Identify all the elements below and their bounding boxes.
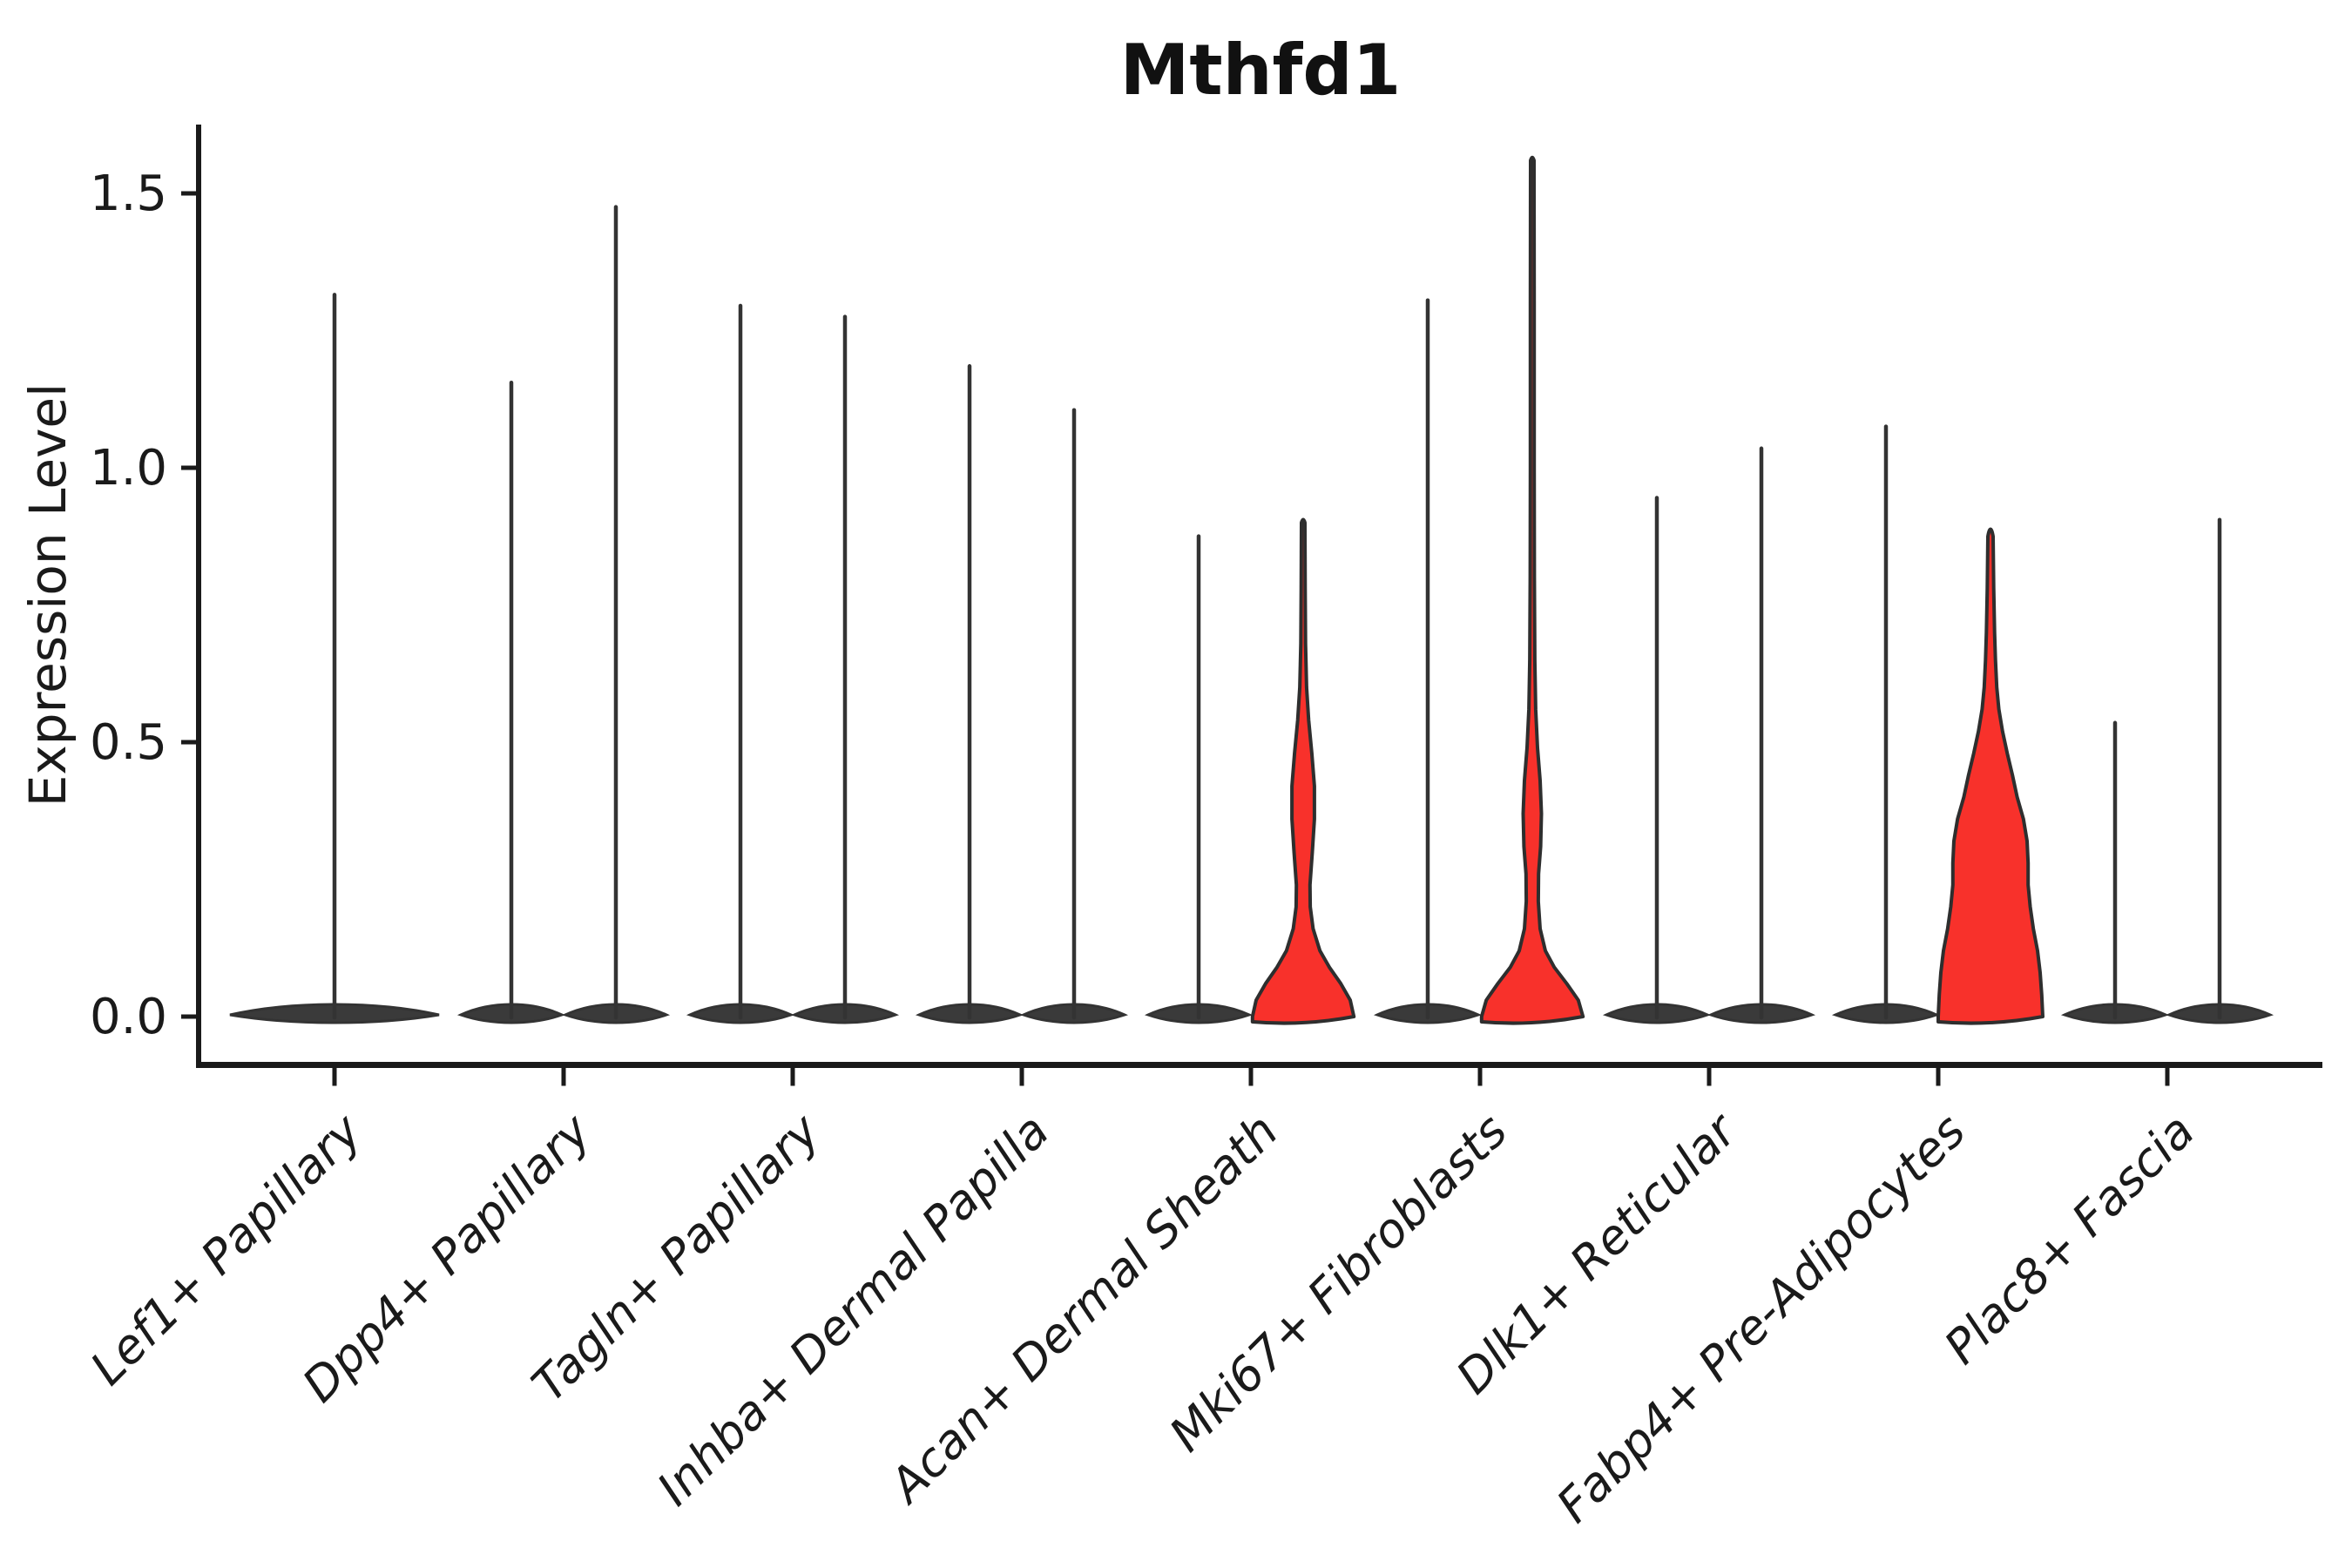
x-tick-label-acan-dermal-sheath: Acan+ Dermal Sheath xyxy=(877,1104,1288,1515)
plot-title: Mthfd1 xyxy=(1120,30,1402,111)
violin-fabp4-pre-adipocytes-right-body xyxy=(1936,527,2044,1025)
x-tick-label-inhba-dermal-papilla: Inhba+ Dermal Papilla xyxy=(646,1104,1059,1517)
y-tick-label: 0.5 xyxy=(90,714,167,771)
violin-acan-dermal-sheath-right-body xyxy=(1250,517,1356,1025)
x-tick-label-plac8-fascia: Plac8+ Fascia xyxy=(1934,1104,2205,1375)
x-tick-label-fabp4-pre-adipocytes: Fabp4+ Pre-Adipocytes xyxy=(1546,1104,1976,1533)
y-axis-label: Expression Level xyxy=(18,383,78,807)
violin-mki67-fibroblasts-right-body xyxy=(1479,155,1585,1025)
y-tick-label: 1.5 xyxy=(90,166,167,222)
y-tick-label: 0.0 xyxy=(90,989,167,1045)
y-tick-label: 1.0 xyxy=(90,440,167,497)
